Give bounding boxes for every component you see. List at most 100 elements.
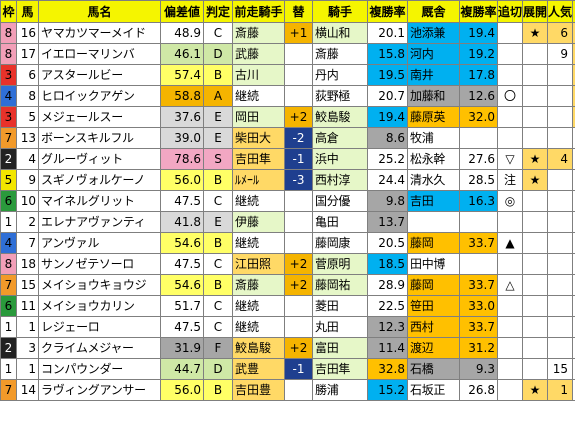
prev-jockey-cell: 武豊 bbox=[232, 358, 285, 380]
trainer-cell: 河内 bbox=[407, 43, 460, 65]
col-header-oikiri[interactable]: 追切 bbox=[497, 0, 523, 23]
trainer-cell: 藤岡 bbox=[407, 274, 460, 296]
jockey-cell: 荻野極 bbox=[312, 85, 368, 107]
col-header-uma[interactable]: 馬 bbox=[16, 0, 39, 23]
prev-jockey-cell: 吉田豊 bbox=[232, 379, 285, 401]
tenkai-star-cell bbox=[522, 43, 548, 65]
popularity-cell bbox=[547, 295, 573, 317]
tenkai-star-cell: ★ bbox=[522, 22, 548, 44]
trainer-rate-cell: 27.6 bbox=[459, 148, 498, 170]
col-header-waku[interactable]: 枠 bbox=[0, 0, 17, 23]
horse-number-cell: 8 bbox=[16, 85, 39, 107]
horse-name-cell: グルーヴィット bbox=[38, 148, 161, 170]
tenkai-star-cell bbox=[522, 85, 548, 107]
table-header: 枠 馬 馬名 偏差値 判定 前走騎手 替 騎手 複勝率 厩舎 複勝率 追切 展開… bbox=[0, 0, 575, 23]
col-header-trainer-rate[interactable]: 複勝率 bbox=[459, 0, 498, 23]
waku-cell: 8 bbox=[0, 253, 17, 275]
horse-name-cell: ヤマカツマーメイド bbox=[38, 22, 161, 44]
waku-cell: 2 bbox=[0, 337, 17, 359]
jockey-rate-cell: 19.4 bbox=[367, 106, 408, 128]
tenkai-star-cell bbox=[522, 274, 548, 296]
grade-cell: C bbox=[203, 253, 233, 275]
deviation-cell: 56.0 bbox=[160, 169, 204, 191]
jockey-cell: 菱田 bbox=[312, 295, 368, 317]
oikiri-mark-cell bbox=[497, 22, 523, 44]
trainer-rate-cell: 33.0 bbox=[459, 295, 498, 317]
trainer-rate-cell: 12.6 bbox=[459, 85, 498, 107]
deviation-cell: 57.4 bbox=[160, 64, 204, 86]
col-header-name[interactable]: 馬名 bbox=[38, 0, 161, 23]
horse-number-cell: 5 bbox=[16, 106, 39, 128]
rank-cell: 18 bbox=[572, 379, 575, 401]
prev-jockey-cell: 柴田大 bbox=[232, 127, 285, 149]
jockey-cell: 鮫島駿 bbox=[312, 106, 368, 128]
oikiri-mark-cell bbox=[497, 64, 523, 86]
horse-name-cell: スギノヴォルケーノ bbox=[38, 169, 161, 191]
horse-number-cell: 10 bbox=[16, 190, 39, 212]
popularity-cell bbox=[547, 190, 573, 212]
grade-cell: F bbox=[203, 337, 233, 359]
tenkai-star-cell bbox=[522, 295, 548, 317]
trainer-rate-cell: 33.7 bbox=[459, 274, 498, 296]
col-header-trainer[interactable]: 厩舎 bbox=[407, 0, 460, 23]
waku-cell: 7 bbox=[0, 274, 17, 296]
col-header-dev[interactable]: 偏差値 bbox=[160, 0, 204, 23]
jockey-cell: 藤岡祐 bbox=[312, 274, 368, 296]
oikiri-mark-cell bbox=[497, 295, 523, 317]
trainer-cell: 藤岡 bbox=[407, 232, 460, 254]
trainer-rate-cell: 9.3 bbox=[459, 358, 498, 380]
trainer-rate-cell: 19.2 bbox=[459, 43, 498, 65]
col-header-pop[interactable]: 人気 bbox=[547, 0, 573, 23]
prev-jockey-cell: 継続 bbox=[232, 232, 285, 254]
tenkai-star-cell bbox=[522, 358, 548, 380]
col-header-jockey-rate[interactable]: 複勝率 bbox=[367, 0, 408, 23]
col-header-change[interactable]: 替 bbox=[284, 0, 313, 23]
col-header-prev-jockey[interactable]: 前走騎手 bbox=[232, 0, 285, 23]
trainer-cell: 西村 bbox=[407, 316, 460, 338]
horse-number-cell: 9 bbox=[16, 169, 39, 191]
horse-name-cell: メイショウカリン bbox=[38, 295, 161, 317]
deviation-cell: 41.8 bbox=[160, 211, 204, 233]
popularity-cell bbox=[547, 274, 573, 296]
waku-cell: 6 bbox=[0, 295, 17, 317]
popularity-cell bbox=[547, 337, 573, 359]
horse-name-cell: クライムメジャー bbox=[38, 337, 161, 359]
jockey-rate-cell: 15.2 bbox=[367, 379, 408, 401]
trainer-cell: 笹田 bbox=[407, 295, 460, 317]
col-header-tenkai[interactable]: 展開 bbox=[522, 0, 548, 23]
popularity-cell bbox=[547, 316, 573, 338]
jockey-cell: 高倉 bbox=[312, 127, 368, 149]
jockey-rate-cell: 28.9 bbox=[367, 274, 408, 296]
horse-name-cell: ラヴィングアンサー bbox=[38, 379, 161, 401]
jockey-rate-cell: 11.4 bbox=[367, 337, 408, 359]
waku-cell: 4 bbox=[0, 232, 17, 254]
oikiri-mark-cell: ◎ bbox=[497, 190, 523, 212]
grade-cell: D bbox=[203, 358, 233, 380]
jockey-rate-cell: 8.6 bbox=[367, 127, 408, 149]
jockey-cell: 斎藤 bbox=[312, 43, 368, 65]
col-header-jockey[interactable]: 騎手 bbox=[312, 0, 368, 23]
horse-name-cell: アスタールビー bbox=[38, 64, 161, 86]
tenkai-star-cell bbox=[522, 64, 548, 86]
change-cell: +2 bbox=[284, 253, 313, 275]
popularity-cell: 9 bbox=[547, 43, 573, 65]
col-header-grade[interactable]: 判定 bbox=[203, 0, 233, 23]
